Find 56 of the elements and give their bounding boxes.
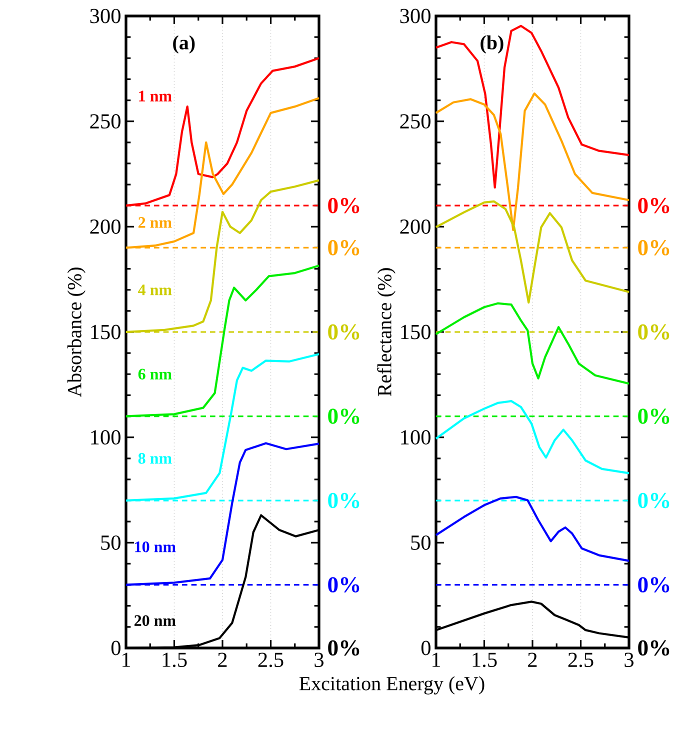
text: 0% — [328, 198, 360, 214]
text: 0% — [638, 198, 670, 214]
y-tick-label: 50 — [101, 535, 120, 550]
series-label: 20 nm — [134, 615, 176, 626]
x-tick-label: 1 — [122, 652, 130, 667]
x-tick-label: 2.5 — [568, 652, 594, 668]
y-tick-label: 150 — [401, 324, 430, 340]
y-axis-title: Absorbance (%) — [67, 268, 86, 398]
line-series — [434, 496, 630, 562]
y-axis-title: Reflectance (%) — [377, 268, 396, 396]
x-tick-label: 3 — [314, 652, 324, 668]
text: 0% — [638, 640, 670, 656]
series-label: 1 nm — [139, 90, 172, 102]
text: 6 nm — [138, 368, 172, 380]
y-tick-label: 100 — [401, 430, 430, 445]
text: 0% — [328, 408, 360, 424]
text: 4 nm — [138, 284, 172, 296]
text: 0% — [328, 492, 360, 508]
y-tick-label: 150 — [91, 324, 120, 340]
x-tick-label: 2.5 — [258, 652, 284, 668]
y-tick-label: 50 — [411, 535, 430, 550]
text: 0% — [328, 240, 360, 256]
x-tick-label: 2 — [218, 652, 227, 667]
text: 0% — [638, 408, 670, 424]
y-tick-label: 0 — [111, 640, 120, 656]
text: 0% — [638, 240, 670, 256]
y-tick-label: 300 — [400, 8, 430, 24]
y-tick-label: 200 — [400, 219, 430, 234]
series-label: 10 nm — [135, 541, 176, 552]
line-series — [434, 400, 630, 474]
text: 0% — [638, 492, 670, 508]
text: 0% — [638, 324, 670, 340]
x-axis-title: Excitation Energy (eV) — [299, 676, 484, 694]
x-tick-label: 2 — [528, 652, 537, 667]
x-tick-label: 3 — [624, 652, 634, 668]
y-tick-label: 200 — [90, 219, 120, 234]
annotation: (b) — [480, 35, 504, 54]
line-series — [434, 24, 630, 189]
text: 0% — [328, 577, 360, 592]
y-tick-label: 100 — [91, 430, 120, 445]
line-series — [434, 92, 630, 232]
annotation: (a) — [173, 35, 195, 54]
line-series — [434, 302, 630, 385]
y-tick-label: 0 — [421, 640, 430, 656]
text: 0% — [328, 640, 360, 656]
text: 0% — [328, 324, 360, 340]
x-tick-label: 1 — [432, 652, 440, 667]
text: 0% — [638, 577, 670, 592]
series-label: 2 nm — [138, 217, 172, 228]
x-tick-label: 1.5 — [472, 652, 497, 668]
text: 8 nm — [138, 452, 172, 464]
line-series — [434, 200, 630, 304]
y-tick-label: 250 — [400, 114, 430, 129]
y-tick-label: 250 — [90, 114, 120, 129]
x-tick-label: 1.5 — [162, 652, 187, 668]
y-tick-label: 300 — [90, 8, 120, 24]
